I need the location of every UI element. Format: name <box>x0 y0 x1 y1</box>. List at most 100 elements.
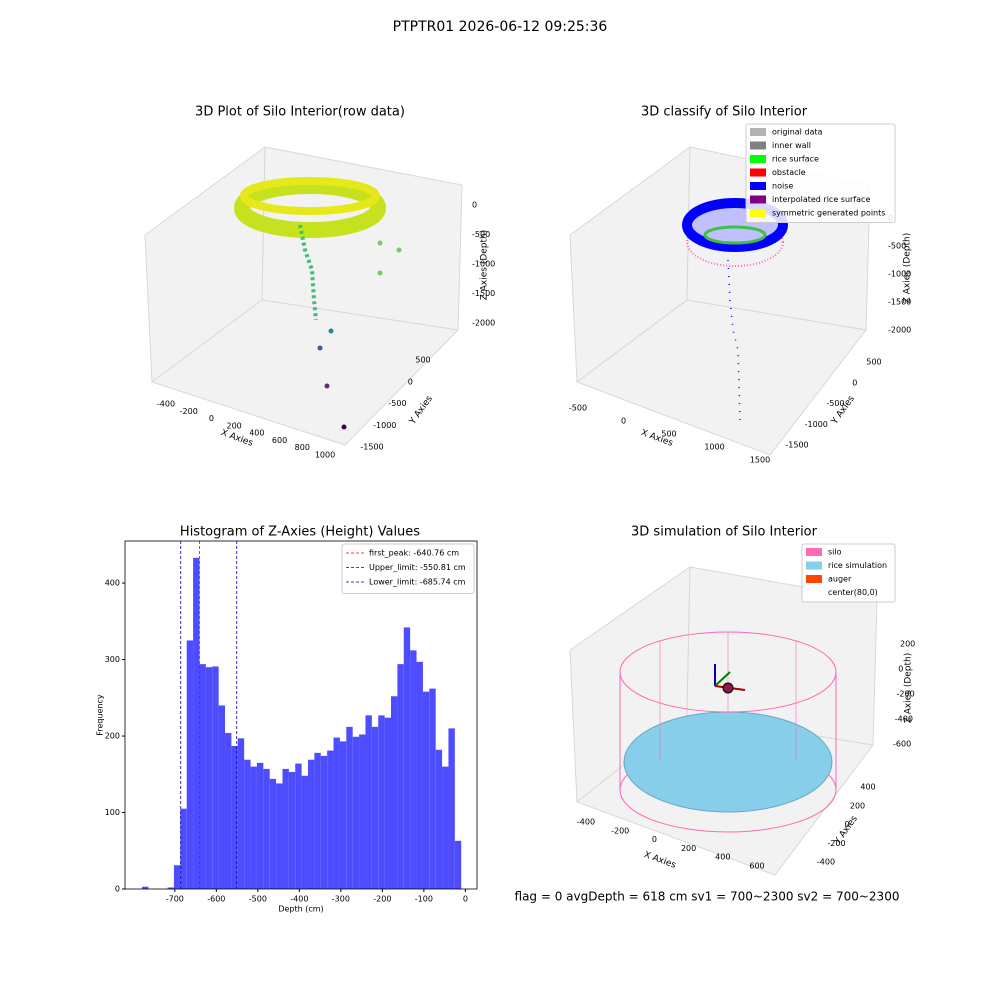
legend-swatch <box>750 141 766 150</box>
bar <box>397 664 404 889</box>
bar <box>422 691 430 889</box>
bar <box>308 759 315 889</box>
bar <box>212 666 219 889</box>
x-tick-label: 0 <box>463 895 468 904</box>
point <box>328 328 334 334</box>
x-tick-label: -200 <box>373 895 391 904</box>
bar <box>339 741 347 889</box>
panel-title: Histogram of Z-Axies (Height) Values <box>180 525 420 540</box>
bar <box>410 650 417 889</box>
bar <box>384 717 392 889</box>
legend-box <box>341 543 475 594</box>
x-tick-label: -100 <box>415 895 433 904</box>
legend-swatch <box>750 168 766 177</box>
x-tick-label: 600 <box>272 436 287 445</box>
bar <box>288 771 296 889</box>
axes-frame <box>124 540 478 890</box>
legend-label: Upper_limit: -550.81 cm <box>369 563 466 572</box>
z-tick-label: -500 <box>472 230 490 239</box>
auger <box>722 682 734 694</box>
legend-swatch <box>750 195 766 204</box>
x-tick-label: 400 <box>715 853 730 862</box>
legend-label: silo <box>828 548 842 557</box>
bar <box>225 732 232 889</box>
legend-swatch <box>750 128 766 136</box>
z-tick-label: -500 <box>888 242 906 251</box>
z-tick-label: 200 <box>900 640 915 649</box>
bar <box>193 557 200 889</box>
y-tick-label: 0 <box>844 820 849 829</box>
y-tick-label: 500 <box>415 356 430 365</box>
point <box>341 424 347 430</box>
point <box>324 383 330 389</box>
legend-swatch <box>750 209 766 217</box>
x-tick-label: 1500 <box>750 456 770 465</box>
legend-label: rice surface <box>772 155 819 164</box>
legend-swatch <box>806 561 822 570</box>
legend-label: center(80,0) <box>828 588 878 597</box>
legend-swatch <box>750 182 766 190</box>
bar <box>295 763 302 889</box>
legend-box <box>745 123 896 223</box>
x-tick-label: 200 <box>227 421 242 430</box>
point-cloud <box>234 178 386 238</box>
x-tick-label: 1000 <box>704 443 724 452</box>
bar <box>416 661 423 889</box>
z-tick-label: 0 <box>898 665 903 674</box>
bar <box>231 745 238 889</box>
bar <box>250 766 257 889</box>
x-tick-label: -400 <box>290 895 308 904</box>
panel-title: 3D classify of Silo Interior <box>641 105 808 120</box>
bar <box>180 808 187 889</box>
bar <box>263 768 270 889</box>
rice-surface <box>623 711 833 813</box>
axis-glyph <box>714 671 731 687</box>
x-tick-label: 600 <box>749 862 764 871</box>
x-tick-label: 500 <box>661 430 676 439</box>
bar <box>352 736 360 889</box>
y-tick-label: 300 <box>105 655 120 664</box>
point <box>377 240 383 246</box>
x-tick-label: -500 <box>249 895 267 904</box>
x-tick-label: -300 <box>332 895 350 904</box>
point-cloud <box>240 177 380 215</box>
y-tick-label: 400 <box>105 579 120 588</box>
footer: flag = 0 avgDepth = 618 cm sv1 = 700~230… <box>515 890 900 904</box>
bar <box>448 728 455 889</box>
y-tick-label: 100 <box>105 808 120 817</box>
z-tick-label: -1500 <box>888 298 911 307</box>
y-tick-label: -1000 <box>805 420 828 429</box>
bar <box>365 715 372 889</box>
z-tick-label: -2000 <box>888 326 911 335</box>
z-tick-label: -1000 <box>888 270 911 279</box>
y-tick-label: -1500 <box>785 441 808 450</box>
y-tick-label: 200 <box>850 801 865 810</box>
y-tick-label: 200 <box>105 732 120 741</box>
x-tick-label: -600 <box>207 895 225 904</box>
bar <box>333 737 340 889</box>
y-tick-label: 0 <box>408 377 413 386</box>
bar <box>435 749 443 889</box>
bar <box>256 762 264 889</box>
bar <box>346 726 353 889</box>
bar <box>276 783 283 889</box>
bar <box>327 750 334 889</box>
legend-label: auger <box>828 575 852 584</box>
legend-label: first_peak: -640.76 cm <box>369 549 459 558</box>
legend-label: inner wall <box>772 141 811 150</box>
point <box>377 270 383 276</box>
legend-label: symmetric generated points <box>772 209 885 218</box>
bar <box>173 865 181 889</box>
x-tick-label: 0 <box>209 414 214 423</box>
x-tick-label: 0 <box>652 835 657 844</box>
x-tick-label: 200 <box>681 844 696 853</box>
y-tick-label: -200 <box>827 839 845 848</box>
y-tick-label: -1500 <box>360 443 383 452</box>
z-tick-label: -600 <box>893 740 911 749</box>
bar <box>301 775 309 889</box>
x-tick-label: -400 <box>577 818 595 827</box>
z-tick-label: -1000 <box>472 260 495 269</box>
bar <box>282 768 289 889</box>
legend-swatch <box>806 548 822 556</box>
